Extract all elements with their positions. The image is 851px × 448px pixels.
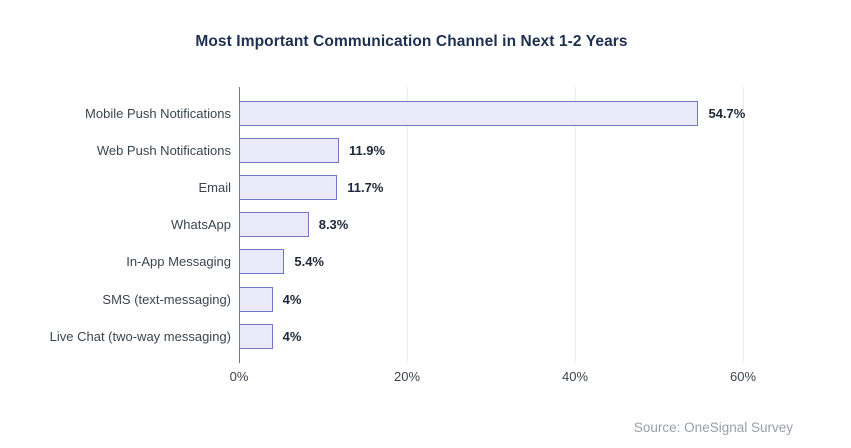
bar bbox=[239, 174, 338, 200]
bar bbox=[239, 323, 273, 349]
bar bbox=[239, 212, 309, 238]
value-label: 5.4% bbox=[294, 254, 324, 270]
category-label: Live Chat (two-way messaging) bbox=[49, 328, 231, 344]
value-label: 4% bbox=[282, 291, 302, 307]
bar bbox=[239, 249, 285, 275]
category-label: SMS (text-messaging) bbox=[102, 291, 231, 307]
chart-title: Most Important Communication Channel in … bbox=[195, 33, 628, 50]
value-label: 11.9% bbox=[348, 142, 386, 158]
category-label: WhatsApp bbox=[171, 217, 231, 233]
value-label: 11.7% bbox=[347, 179, 384, 195]
x-gridline bbox=[575, 87, 576, 363]
x-tick-label: 20% bbox=[393, 369, 421, 384]
bar bbox=[239, 137, 339, 163]
x-gridline bbox=[407, 87, 408, 363]
value-label: 8.3% bbox=[318, 217, 349, 233]
source-caption: Source: OneSignal Survey bbox=[633, 420, 793, 435]
x-tick-label: 40% bbox=[561, 369, 589, 384]
x-tick-label: 0% bbox=[229, 369, 249, 384]
value-label: 4% bbox=[282, 328, 302, 344]
value-label: 54.7% bbox=[708, 105, 746, 121]
category-label: Email bbox=[198, 179, 231, 195]
category-label: Mobile Push Notifications bbox=[85, 105, 231, 121]
category-label: In-App Messaging bbox=[126, 254, 231, 270]
bar bbox=[239, 100, 699, 126]
x-gridline bbox=[743, 87, 744, 363]
bar bbox=[239, 286, 273, 312]
category-label: Web Push Notifications bbox=[96, 142, 231, 158]
x-tick-label: 60% bbox=[729, 369, 757, 384]
